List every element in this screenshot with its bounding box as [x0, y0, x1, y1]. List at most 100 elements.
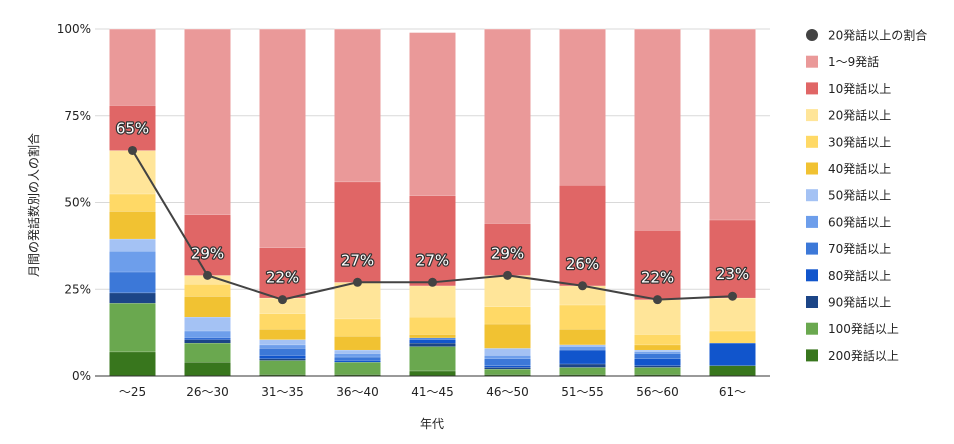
- x-tick-label: 41〜45: [411, 385, 454, 399]
- bar-segment: [109, 211, 156, 239]
- legend-label: 40発話以上: [828, 161, 891, 176]
- bar-segment: [634, 299, 681, 335]
- bar-segment: [409, 317, 456, 335]
- x-tick-label: 46〜50: [486, 385, 529, 399]
- bar-segment: [259, 348, 306, 356]
- bar-segment: [259, 247, 306, 298]
- bar-segment: [334, 282, 381, 319]
- ratio-point: [428, 277, 437, 287]
- legend-label: 20発話以上の割合: [828, 28, 927, 43]
- bar-segment: [109, 251, 156, 272]
- stacked-bars: [109, 28, 756, 376]
- bar-segment: [484, 29, 531, 224]
- legend-label: 70発話以上: [828, 241, 891, 256]
- ratio-point: [728, 291, 737, 301]
- legend-swatch: [806, 296, 818, 308]
- bar-segment: [484, 358, 531, 366]
- bar-segment: [484, 355, 531, 359]
- bar-segment: [109, 238, 156, 252]
- bar-segment: [484, 365, 531, 368]
- bar-segment: [109, 150, 156, 194]
- bar-segment: [559, 363, 606, 368]
- x-tick-label: 〜25: [119, 385, 146, 399]
- bar-segment: [184, 296, 231, 318]
- bar-segment: [409, 370, 456, 376]
- legend-marker-circle: [806, 29, 818, 41]
- bar-segment: [259, 29, 306, 248]
- legend-swatch: [806, 322, 818, 335]
- bar-segment: [334, 29, 381, 182]
- x-tick-label: 61〜: [719, 385, 746, 399]
- bar-segment: [709, 219, 756, 298]
- ratio-label: 29%: [491, 244, 524, 262]
- bar-segment: [109, 351, 156, 376]
- bar-segment: [634, 365, 681, 368]
- bar-segment: [259, 374, 306, 376]
- ratio-label: 26%: [566, 255, 599, 273]
- legend-label: 100発話以上: [828, 321, 899, 336]
- bar-segment: [484, 374, 531, 376]
- bar-segment: [109, 303, 156, 352]
- ratio-label: 22%: [641, 269, 674, 287]
- bar-segment: [634, 353, 681, 359]
- legend-label: 30発話以上: [828, 134, 891, 149]
- legend-swatch: [806, 242, 818, 255]
- legend-label: 60発話以上: [828, 214, 891, 229]
- bar-segment: [184, 337, 231, 340]
- bar-segment: [634, 334, 681, 345]
- bar-segment: [484, 275, 531, 307]
- ratio-point: [353, 277, 362, 287]
- bar-segment: [484, 369, 531, 375]
- legend-label: 10発話以上: [828, 81, 891, 96]
- bar-segment: [334, 362, 381, 375]
- bar-segment: [184, 317, 231, 331]
- bar-segment: [259, 297, 306, 314]
- bar-segment: [184, 284, 231, 297]
- ratio-point: [578, 281, 587, 291]
- bar-segment: [559, 367, 606, 375]
- bar-segment: [559, 329, 606, 345]
- bar-segment: [409, 337, 456, 340]
- ratio-label: 27%: [341, 251, 374, 269]
- y-axis-ticks: 0% 25% 50% 75% 100%: [57, 22, 91, 383]
- bar-segment: [184, 343, 231, 363]
- bar-segment: [559, 304, 606, 330]
- bar-segment: [484, 367, 531, 370]
- bar-segment: [484, 223, 531, 276]
- legend-swatch: [806, 215, 818, 228]
- legend-label: 50発話以上: [828, 188, 891, 203]
- bar-segment: [709, 29, 756, 220]
- bar-segment: [184, 29, 231, 215]
- bar-segment: [634, 351, 681, 354]
- bar-segment: [334, 374, 381, 376]
- bar-segment: [484, 306, 531, 324]
- ratio-point: [503, 270, 512, 280]
- legend-label: 80発話以上: [828, 268, 891, 283]
- ratio-label: 65%: [116, 119, 149, 137]
- y-axis-title: 月間の発話数別の人の割合: [26, 133, 41, 277]
- bar-segment: [709, 365, 756, 376]
- ratio-label: 27%: [416, 251, 449, 269]
- ratio-label: 22%: [266, 269, 299, 287]
- bar-segment: [709, 330, 756, 344]
- legend-swatch: [806, 269, 818, 282]
- bar-segment: [634, 358, 681, 366]
- x-tick-label: 51〜55: [561, 385, 604, 399]
- y-tick-label: 50%: [64, 196, 91, 210]
- x-tick-label: 26〜30: [186, 385, 229, 399]
- bar-segment: [259, 313, 306, 330]
- x-tick-label: 31〜35: [261, 385, 304, 399]
- ratio-line-layer: 65% 29% 22% 27% 27% 29% 26% 22% 23%: [115, 118, 750, 305]
- bar-segment: [334, 318, 381, 337]
- legend: 20発話以上の割合 1〜9発話 10発話以上 20発話以上 30発話以上 40発話以上 50…: [806, 28, 927, 363]
- bar-segment: [559, 185, 606, 286]
- bar-segment: [634, 349, 681, 352]
- bar-segment: [409, 339, 456, 344]
- bar-segment: [559, 29, 606, 186]
- bar-segment: [559, 285, 606, 305]
- legend-swatch: [806, 189, 818, 202]
- bar-segment: [409, 343, 456, 347]
- legend-swatch: [806, 349, 818, 362]
- bar-segment: [409, 195, 456, 286]
